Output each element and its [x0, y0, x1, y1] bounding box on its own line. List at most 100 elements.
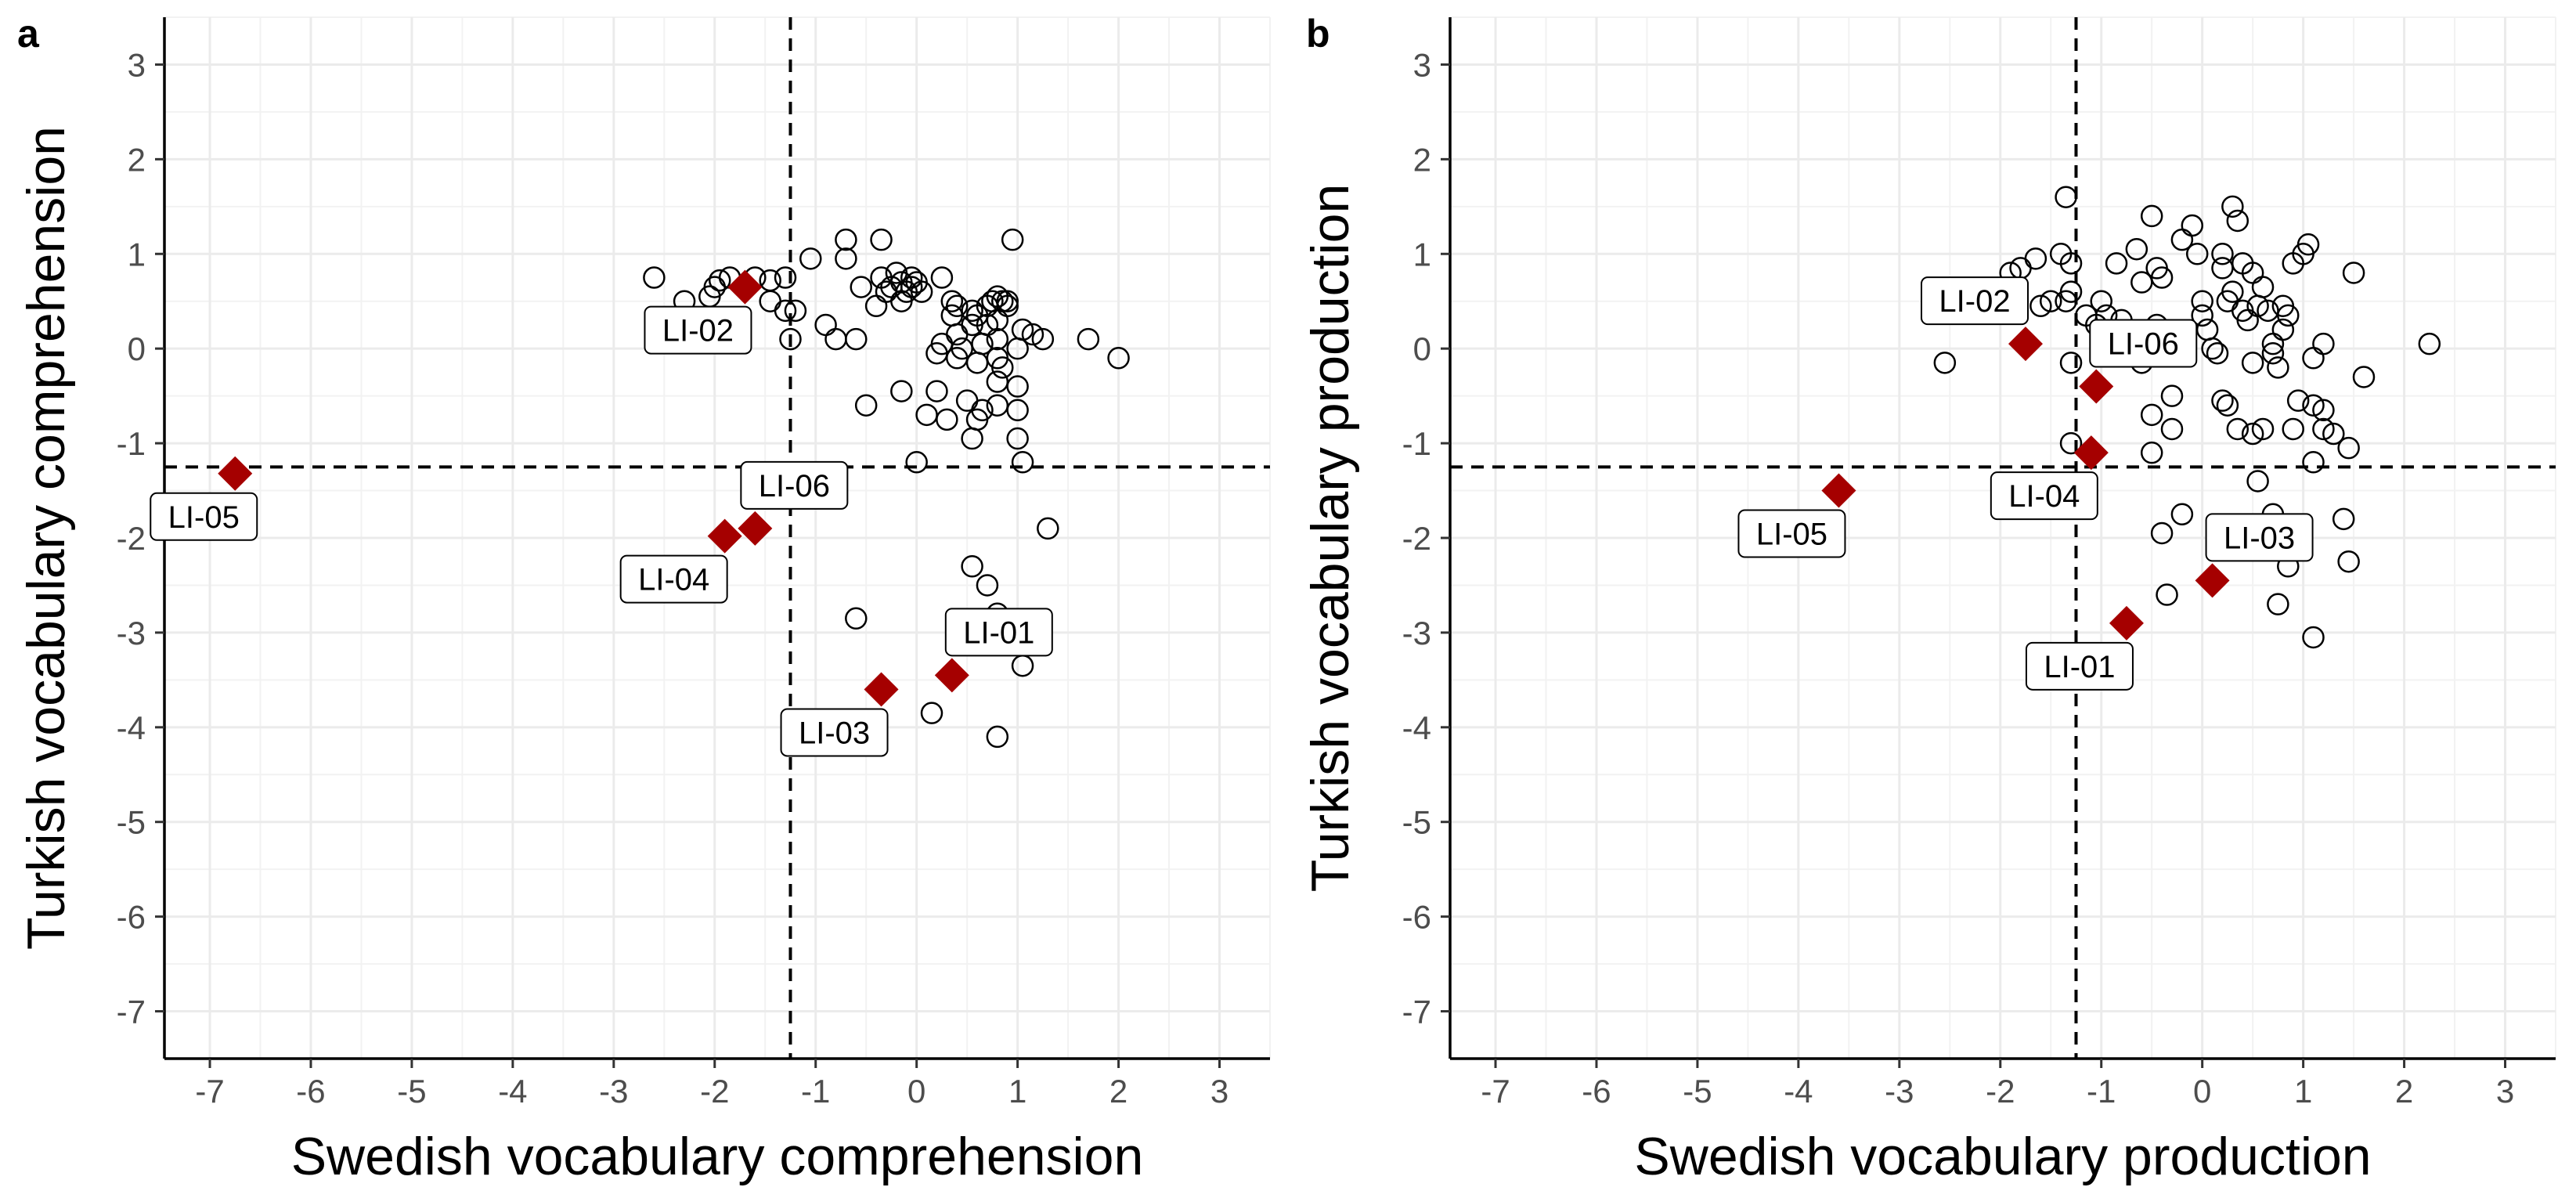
data-point-circle: [779, 327, 802, 351]
data-point-circle: [936, 408, 958, 431]
point-label-li-01: LI-01: [963, 615, 1034, 650]
data-point-circle: [2296, 233, 2320, 256]
data-point-circle: [1006, 399, 1029, 422]
data-point-circle: [961, 555, 983, 578]
x-axis-title: Swedish vocabulary comprehension: [291, 1127, 1144, 1186]
data-point-circle: [2125, 237, 2148, 261]
data-point-circle: [784, 299, 807, 323]
x-tick-label: 3: [2496, 1073, 2514, 1110]
data-point-circle: [986, 370, 1009, 393]
data-point-circle: [2090, 290, 2112, 312]
data-point-circle: [2241, 352, 2264, 374]
data-point-circle: [2150, 521, 2174, 545]
data-point-circle: [1006, 375, 1029, 398]
data-point-circle: [2191, 290, 2213, 312]
y-tick-label: -1: [117, 425, 146, 462]
data-point-circle: [2312, 332, 2335, 355]
data-point-circle: [2029, 294, 2052, 318]
data-point-circle: [2201, 337, 2224, 360]
data-point-circle: [2160, 417, 2184, 441]
data-point-circle: [2241, 422, 2264, 446]
data-point-circle: [930, 266, 954, 289]
data-point-circle: [2251, 276, 2275, 298]
data-point-circle: [996, 294, 1019, 318]
data-point-circle: [905, 451, 928, 474]
x-tick-label: 0: [907, 1073, 925, 1110]
data-point-circle: [875, 280, 898, 303]
data-point-circle: [1107, 347, 1130, 370]
data-point-circle: [2185, 243, 2209, 265]
data-point-diamond-li-02: [2008, 327, 2044, 362]
data-point-circle: [2105, 252, 2128, 275]
data-point-circle: [2221, 195, 2244, 218]
panel-letter: b: [1306, 12, 1330, 56]
data-point-circle: [2286, 389, 2310, 412]
data-point-circle: [835, 247, 857, 270]
x-tick-label: -3: [1885, 1073, 1914, 1110]
data-point-circle: [1011, 654, 1034, 677]
data-point-diamond-li-03: [2195, 563, 2230, 598]
data-point-circle: [1933, 352, 1957, 374]
y-tick-label: 2: [1413, 141, 1431, 178]
data-point-diamond-li-06: [2079, 369, 2114, 404]
data-point-circle: [774, 266, 797, 289]
y-tick-label: -1: [1402, 425, 1431, 462]
data-point-circle: [2170, 503, 2194, 526]
data-point-circle: [1011, 318, 1034, 341]
data-point-circle: [2160, 384, 2184, 407]
y-tick-label: -6: [1402, 899, 1431, 936]
data-point-circle: [2267, 356, 2289, 379]
y-tick-label: -4: [1402, 709, 1431, 746]
data-point-diamond-li-05: [218, 456, 253, 491]
x-tick-label: 3: [1210, 1073, 1228, 1110]
point-label-box: [644, 305, 752, 355]
data-point-circle: [2322, 422, 2345, 446]
data-point-circle: [946, 294, 969, 318]
y-tick-label: 3: [128, 46, 146, 83]
panel-letter: a: [17, 12, 40, 56]
data-point-circle: [2418, 332, 2441, 355]
y-tick-label: -2: [117, 520, 146, 557]
x-tick-label: -7: [1481, 1073, 1510, 1110]
x-tick-label: -2: [1986, 1073, 2015, 1110]
panel-b: -7 -6 -5 -4 -3 -2 -1 0 1 2 3 -7 -6 -5 -4 -3 -2 -1 0 1 2 3 LI-0…: [1301, 12, 2556, 1186]
point-label-li-03: LI-03: [2224, 521, 2295, 555]
x-tick-label: 1: [1008, 1073, 1026, 1110]
data-point-circle: [2211, 243, 2234, 265]
point-label-li-04: LI-04: [638, 563, 709, 597]
data-point-circle: [2211, 389, 2234, 412]
data-point-circle: [2055, 290, 2077, 312]
y-tick-label: -3: [1402, 615, 1431, 651]
data-point-circle: [2337, 550, 2360, 573]
data-point-circle: [2059, 252, 2083, 275]
data-point-circle: [854, 394, 878, 417]
data-point-circle: [2302, 626, 2325, 649]
data-point-circle: [2059, 431, 2083, 455]
data-point-circle: [986, 725, 1009, 749]
point-label-li-05: LI-05: [1756, 518, 1827, 552]
data-point-circle: [2352, 366, 2376, 388]
data-point-circle: [1037, 517, 1059, 540]
data-point-circle: [976, 574, 999, 597]
y-tick-label: -5: [1402, 804, 1431, 841]
data-point-circle: [900, 276, 923, 298]
data-point-circle: [2302, 347, 2325, 370]
data-point-circle: [1021, 323, 1044, 346]
data-point-circle: [925, 380, 948, 402]
data-point-circle: [2342, 262, 2365, 284]
point-label-box: [1990, 471, 2098, 521]
data-point-diamond-li-04: [2073, 435, 2109, 471]
point-label-li-04: LI-04: [2008, 479, 2080, 514]
point-label-li-06: LI-06: [759, 469, 830, 503]
data-point-circle: [2140, 441, 2163, 464]
data-point-circle: [965, 352, 989, 374]
data-point-circle: [2140, 403, 2163, 427]
y-axis-title: Turkish vocabulary production: [1301, 184, 1360, 893]
data-point-circle: [2312, 417, 2335, 441]
y-tick-label: -2: [1402, 520, 1431, 557]
x-tick-label: -1: [801, 1073, 830, 1110]
data-point-circle: [2337, 436, 2360, 460]
x-tick-label: -4: [498, 1073, 527, 1110]
x-tick-label: 2: [2395, 1073, 2413, 1110]
data-point-circle: [940, 290, 964, 312]
